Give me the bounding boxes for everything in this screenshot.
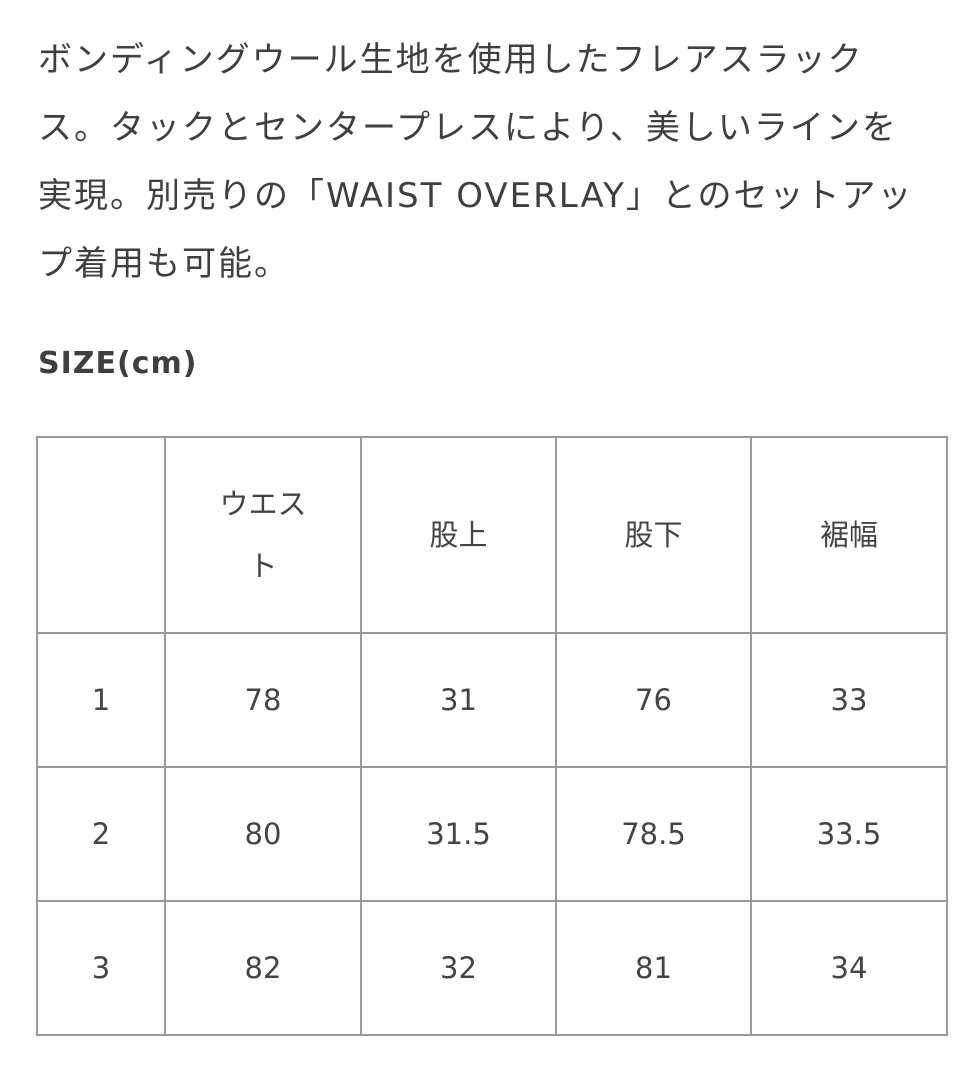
- table-header-row: ウエスト 股上 股下 裾幅: [36, 436, 948, 634]
- product-description: ボンディングウール生地を使用したフレアスラックス。タックとセンタープレスにより、…: [38, 40, 914, 284]
- size-cell: 2: [36, 766, 166, 902]
- inseam-cell: 78.5: [555, 766, 752, 902]
- size-heading: SIZE(cm): [38, 346, 198, 381]
- rise-cell: 31: [360, 632, 557, 768]
- size-table: ウエスト 股上 股下 裾幅 1 78 31 76 33 2 80 31.5 78…: [36, 436, 948, 1036]
- hem-width-cell: 33.5: [750, 766, 948, 902]
- hem-width-cell: 34: [750, 900, 948, 1036]
- table-row: 3 82 32 81 34: [36, 900, 948, 1036]
- inseam-cell: 81: [555, 900, 752, 1036]
- rise-cell: 32: [360, 900, 557, 1036]
- hem-width-cell: 33: [750, 632, 948, 768]
- table-row: 2 80 31.5 78.5 33.5: [36, 766, 948, 902]
- rise-cell: 31.5: [360, 766, 557, 902]
- header-cell-rise: 股上: [360, 436, 557, 634]
- header-cell-inseam: 股下: [555, 436, 752, 634]
- waist-cell: 78: [164, 632, 362, 768]
- inseam-cell: 76: [555, 632, 752, 768]
- header-waist-label: ウエスト: [219, 487, 307, 583]
- size-cell: 1: [36, 632, 166, 768]
- header-cell-waist: ウエスト: [164, 436, 362, 634]
- waist-cell: 80: [164, 766, 362, 902]
- table-row: 1 78 31 76 33: [36, 632, 948, 768]
- header-cell-hem-width: 裾幅: [750, 436, 948, 634]
- size-cell: 3: [36, 900, 166, 1036]
- waist-cell: 82: [164, 900, 362, 1036]
- header-cell-empty: [36, 436, 166, 634]
